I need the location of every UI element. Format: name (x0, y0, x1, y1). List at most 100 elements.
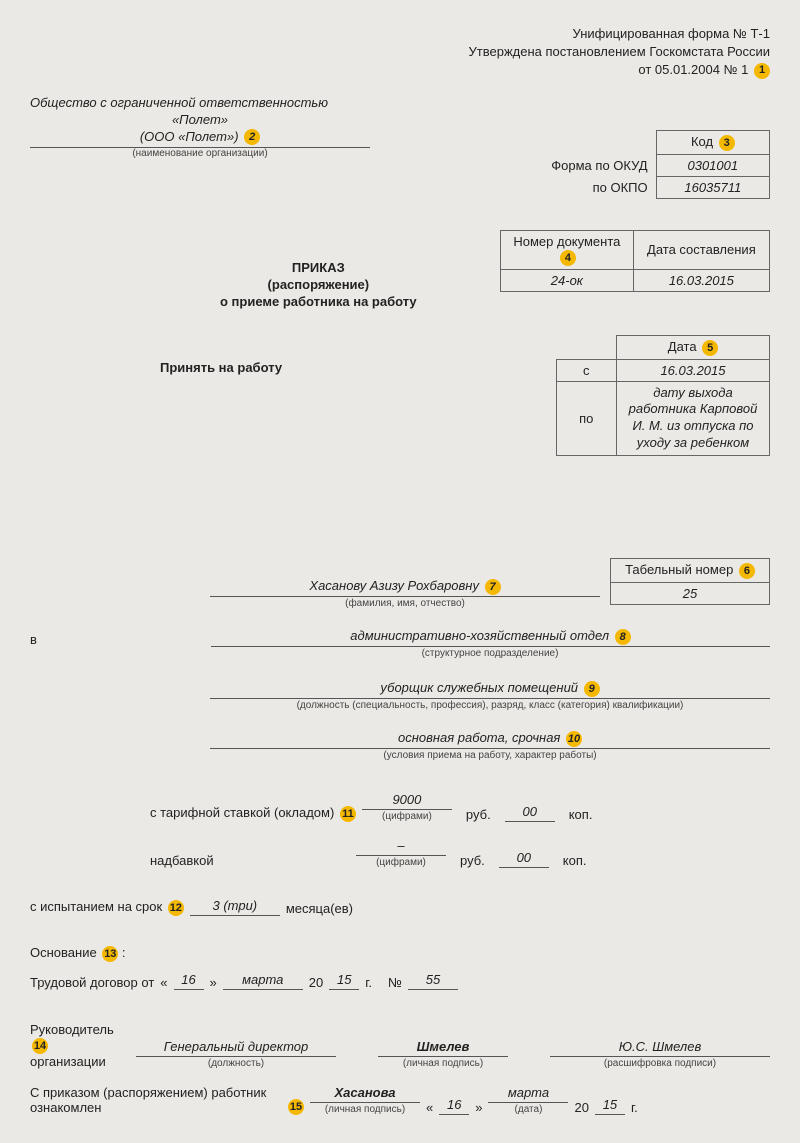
trial-value: 3 (три) (190, 898, 280, 916)
okpo-label: по ОКПО (540, 176, 656, 198)
ack-month: марта (488, 1085, 568, 1103)
leader-pos: Генеральный директор (136, 1039, 336, 1057)
ack-l1: С приказом (распоряжением) работник (30, 1085, 280, 1100)
badge-14: 14 (32, 1038, 48, 1054)
kop-word2: коп. (555, 853, 587, 868)
v-prefix: в (30, 632, 45, 647)
badge-2: 2 (244, 129, 260, 145)
basis-label: Основание 13 : (30, 945, 770, 962)
basis-num-label: № (378, 975, 402, 990)
badge-9: 9 (584, 681, 600, 697)
trial-label1: с испытанием на срок 12 (30, 899, 184, 916)
ack-year: 15 (595, 1097, 625, 1115)
docnum-block: Номер документа 4 Дата составления 24-ок… (500, 230, 770, 292)
document-title: ПРИКАЗ (распоряжение) о приеме работника… (220, 260, 417, 311)
leader-sign-sub: (личная подпись) (378, 1058, 508, 1069)
okud-empty (540, 131, 656, 155)
leader-l1: Руководитель 14 (30, 1022, 130, 1054)
docdate-header: Дата составления (633, 231, 769, 270)
date-block: Дата 5 с 16.03.2015 по дату выхода работ… (500, 335, 770, 456)
bonus-rub: – (356, 838, 446, 856)
form-header: Унифицированная форма № Т-1 Утверждена п… (30, 25, 770, 80)
fio-sub: (фамилия, имя, отчество) (210, 598, 600, 609)
badge-12: 12 (168, 900, 184, 916)
basis-day: 16 (174, 972, 204, 990)
org-line2: «Полет» (30, 112, 370, 127)
ack-date-sub: (дата) (488, 1104, 568, 1115)
position-sub: (должность (специальность, профессия), р… (210, 700, 770, 711)
trial-row: с испытанием на срок 12 3 (три) месяца(е… (30, 898, 770, 916)
salary-rub: 9000 (362, 792, 452, 810)
badge-13: 13 (102, 946, 118, 962)
ack-sign: Хасанова (310, 1085, 420, 1103)
docnum-header: Номер документа 4 (501, 231, 634, 270)
conditions-field: основная работа, срочная 10 (210, 730, 770, 749)
salary-kop: 00 (505, 804, 555, 822)
date-s-label: с (556, 359, 616, 381)
badge-10: 10 (566, 731, 582, 747)
badge-1: 1 (754, 63, 770, 79)
accept-label: Принять на работу (160, 360, 282, 375)
basis-num: 55 (408, 972, 458, 990)
org-line3: (ООО «Полет») 2 (30, 129, 370, 149)
rub-word: руб. (458, 807, 499, 822)
docnum-value: 24-ок (501, 269, 634, 291)
dept-row: в административно-хозяйственный отдел 8 … (30, 628, 770, 659)
ack-sign-sub: (личная подпись) (310, 1104, 420, 1115)
header-line1: Унифицированная форма № Т-1 (30, 25, 770, 43)
kod-header-cell: Код 3 (656, 131, 769, 155)
badge-6: 6 (739, 563, 755, 579)
title-l3: о приеме работника на работу (220, 294, 417, 311)
leader-pos-sub: (должность) (136, 1058, 336, 1069)
position-row: уборщик служебных помещений 9 (должность… (30, 680, 770, 711)
page-root: Унифицированная форма № Т-1 Утверждена п… (0, 0, 800, 1143)
leader-decode-sub: (расшифровка подписи) (550, 1058, 770, 1069)
organization-block: Общество с ограниченной ответственностью… (30, 95, 370, 160)
date-po-value: дату выхода работника Карповой И. М. из … (616, 381, 769, 456)
salary-sub: (цифрами) (362, 811, 452, 822)
okud-label: Форма по ОКУД (540, 154, 656, 176)
okud-value: 0301001 (656, 154, 769, 176)
org-sub: (наименование организации) (30, 148, 370, 159)
date-po-label: по (556, 381, 616, 456)
basis-block: Основание 13 : Трудовой договор от « 16 … (30, 945, 770, 990)
kop-word: коп. (561, 807, 593, 822)
title-l2: (распоряжение) (220, 277, 417, 294)
date-s-value: 16.03.2015 (616, 359, 769, 381)
header-line2: Утверждена постановлением Госкомстата Ро… (30, 43, 770, 61)
bonus-sub: (цифрами) (356, 857, 446, 868)
ack-row: С приказом (распоряжением) работник озна… (30, 1085, 770, 1115)
dept-sub: (структурное подразделение) (210, 648, 770, 659)
badge-5: 5 (702, 340, 718, 356)
salary-row: с тарифной ставкой (окладом) 11 9000 (ци… (30, 792, 770, 822)
leader-sign: Шмелев (378, 1039, 508, 1057)
badge-11: 11 (340, 806, 356, 822)
leader-row: Руководитель 14 организации Генеральный … (30, 1022, 770, 1069)
fio-row: Хасанову Азизу Рохбаровну 7 (фамилия, им… (30, 578, 770, 609)
ack-l2: ознакомлен (30, 1100, 280, 1115)
badge-4: 4 (560, 250, 576, 266)
rub-word2: руб. (452, 853, 493, 868)
fio-field: Хасанову Азизу Рохбаровну 7 (210, 578, 600, 597)
salary-label: с тарифной ставкой (окладом) 11 (150, 805, 356, 822)
org-line1: Общество с ограниченной ответственностью (30, 95, 370, 110)
conditions-row: основная работа, срочная 10 (условия при… (30, 730, 770, 761)
leader-decode: Ю.С. Шмелев (550, 1039, 770, 1057)
date-header: Дата 5 (616, 336, 769, 360)
conditions-sub: (условия приема на работу, характер рабо… (210, 750, 770, 761)
badge-3: 3 (719, 135, 735, 151)
badge-15: 15 (288, 1099, 304, 1115)
badge-7: 7 (485, 579, 501, 595)
position-field: уборщик служебных помещений 9 (210, 680, 770, 699)
title-l1: ПРИКАЗ (220, 260, 417, 277)
bonus-kop: 00 (499, 850, 549, 868)
basis-month: марта (223, 972, 303, 990)
leader-l2: организации (30, 1054, 130, 1069)
header-line3: от 05.01.2004 № 1 1 (30, 61, 770, 79)
docdate-value: 16.03.2015 (633, 269, 769, 291)
basis-year: 15 (329, 972, 359, 990)
bonus-row: надбавкой – (цифрами) руб. 00 коп. (30, 838, 770, 868)
trial-label2: месяца(ев) (286, 901, 353, 916)
okpo-value: 16035711 (656, 176, 769, 198)
code-block: Код 3 Форма по ОКУД 0301001 по ОКПО 1603… (540, 130, 770, 199)
